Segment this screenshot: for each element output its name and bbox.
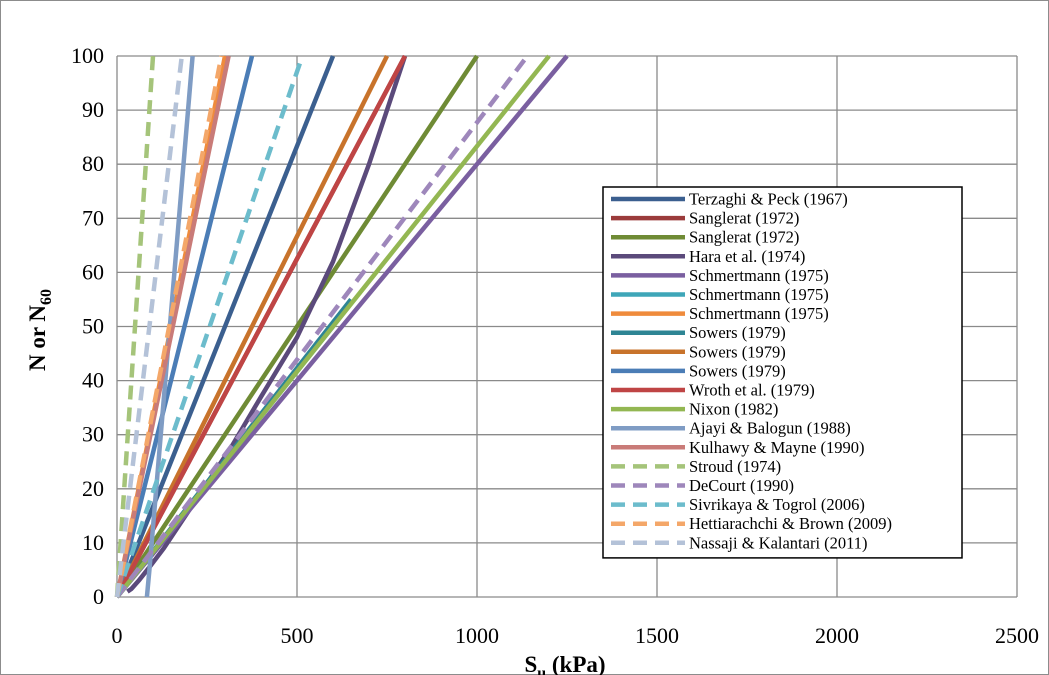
legend-label: Hara et al. (1974) <box>689 247 805 266</box>
y-tick-label: 30 <box>82 422 104 447</box>
legend-label: Nassaji & Kalantari (2011) <box>689 533 868 552</box>
y-tick-label: 100 <box>71 43 104 68</box>
legend-label: Sanglerat (1972) <box>689 228 799 247</box>
y-axis-title-subscript: 60 <box>38 289 55 305</box>
x-tick-label: 0 <box>112 623 123 648</box>
series-line <box>115 54 569 599</box>
series-line <box>115 54 551 599</box>
x-axis-title-main: S <box>524 652 537 675</box>
x-axis-title-subscript: u <box>537 665 546 675</box>
legend-label: Sowers (1979) <box>689 323 786 342</box>
legend-label: Terzaghi & Peck (1967) <box>689 190 848 209</box>
legend-label: Sowers (1979) <box>689 342 786 361</box>
series-line <box>115 54 479 599</box>
legend-label: DeCourt (1990) <box>689 476 794 495</box>
series-line <box>114 55 305 598</box>
x-tick-label: 2500 <box>995 623 1039 648</box>
legend-label: Wroth et al. (1979) <box>689 381 815 400</box>
y-axis-title-main: N or N <box>25 305 50 371</box>
y-tick-label: 90 <box>82 97 104 122</box>
x-tick-label: 500 <box>281 623 314 648</box>
legend-label: Nixon (1982) <box>689 400 778 419</box>
y-tick-labels: 0 10 20 30 40 50 60 70 80 90 100 <box>71 43 104 609</box>
y-tick-label: 20 <box>82 476 104 501</box>
x-tick-label: 1500 <box>635 623 679 648</box>
legend-label: Sivrikaya & Togrol (2006) <box>689 495 865 514</box>
series-line <box>114 55 185 598</box>
series-line <box>114 55 255 598</box>
legend-label: Schmertmann (1975) <box>689 285 829 304</box>
y-tick-label: 50 <box>82 314 104 339</box>
series-lines <box>114 54 569 599</box>
legend-label: Sanglerat (1972) <box>689 209 799 228</box>
x-axis-title: Su (kPa) <box>524 652 605 675</box>
series-line <box>115 54 407 599</box>
series-line <box>115 54 530 599</box>
series-line <box>114 55 156 598</box>
legend: Terzaghi & Peck (1967)Sanglerat (1972)Sa… <box>602 186 963 559</box>
x-tick-labels: 0 500 1000 1500 2000 2500 <box>112 623 1040 648</box>
legend-label: Kulhawy & Mayne (1990) <box>689 438 865 457</box>
legend-label: Schmertmann (1975) <box>689 304 829 323</box>
y-tick-label: 10 <box>82 530 104 555</box>
series-line <box>144 55 195 598</box>
legend-label: Stroud (1974) <box>689 457 781 476</box>
x-axis-title-rest: (kPa) <box>546 652 605 675</box>
y-tick-label: 0 <box>93 584 104 609</box>
y-tick-label: 60 <box>82 259 104 284</box>
series-line <box>114 55 224 598</box>
x-tick-label: 2000 <box>815 623 859 648</box>
legend-label: Schmertmann (1975) <box>689 266 829 285</box>
y-axis-title: N or N60 <box>25 289 55 371</box>
y-tick-label: 40 <box>82 368 104 393</box>
legend-label: Hettiarachchi & Brown (2009) <box>689 514 892 533</box>
legend-label: Sowers (1979) <box>689 361 786 380</box>
y-tick-label: 70 <box>82 205 104 230</box>
x-tick-label: 1000 <box>455 623 499 648</box>
legend-label: Ajayi & Balogun (1988) <box>689 419 851 438</box>
series-line <box>114 54 390 599</box>
y-tick-label: 80 <box>82 151 104 176</box>
